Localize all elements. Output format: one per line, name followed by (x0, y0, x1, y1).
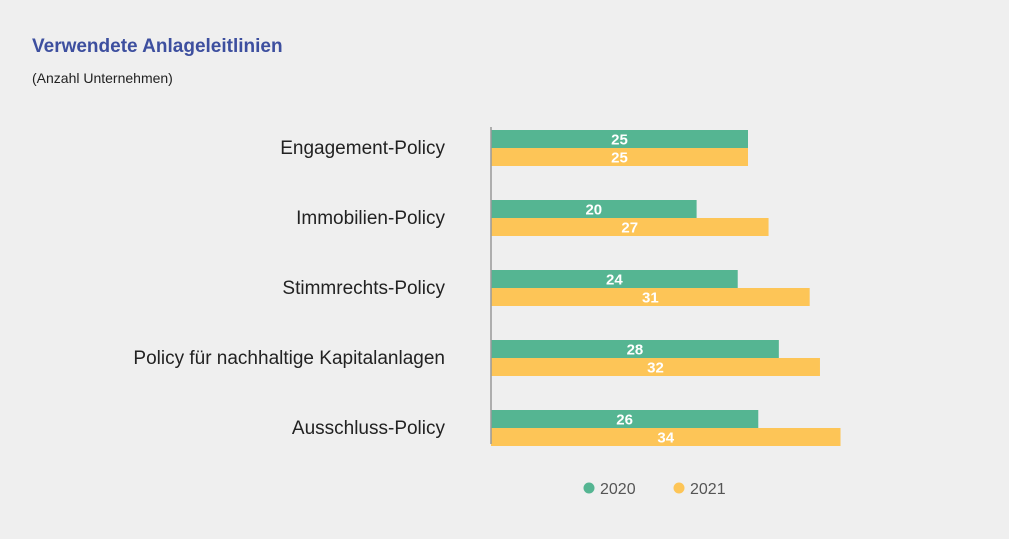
category-label: Engagement-Policy (280, 138, 445, 159)
category-label: Ausschluss-Policy (292, 418, 446, 439)
chart-subtitle: (Anzahl Unternehmen) (32, 70, 173, 86)
bar-2020 (491, 130, 748, 148)
bar-2021 (491, 288, 810, 306)
legend-marker-2020 (583, 482, 595, 494)
bar-2021 (491, 428, 841, 446)
bar-2021 (491, 148, 748, 166)
data-label: 25 (611, 132, 628, 149)
category-label: Immobilien-Policy (296, 208, 445, 229)
bar-2020 (491, 270, 738, 288)
legend-label: 2020 (600, 481, 636, 498)
bar-2021 (491, 218, 769, 236)
bar-2020 (491, 200, 697, 218)
legend-label: 2021 (690, 481, 726, 498)
data-label: 32 (647, 360, 664, 377)
chart-title: Verwendete Anlageleitlinien (32, 36, 283, 57)
data-label: 20 (585, 202, 602, 219)
bar-2021 (491, 358, 820, 376)
data-label: 26 (616, 412, 633, 429)
legend-marker-2021 (673, 482, 685, 494)
data-label: 27 (621, 220, 638, 237)
data-label: 31 (642, 290, 659, 307)
bar-2020 (491, 410, 759, 428)
data-label: 34 (657, 430, 674, 447)
category-label: Policy für nachhaltige Kapitalanlagen (133, 348, 445, 369)
data-label: 24 (606, 272, 623, 289)
data-label: 25 (611, 150, 628, 167)
data-label: 28 (627, 342, 644, 359)
bar-2020 (491, 340, 779, 358)
category-label: Stimmrechts-Policy (282, 278, 445, 299)
